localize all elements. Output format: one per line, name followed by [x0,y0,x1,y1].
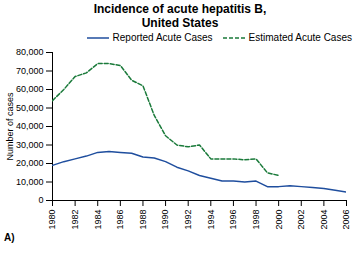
svg-text:0: 0 [38,195,43,205]
svg-text:40,000: 40,000 [16,121,44,131]
svg-text:1996: 1996 [228,210,238,230]
svg-text:Number of cases: Number of cases [5,92,15,161]
svg-text:1990: 1990 [160,210,170,230]
html-text:Estimated Acute Cases: Estimated Acute Cases [248,32,352,43]
svg-text:1998: 1998 [251,210,261,230]
svg-text:1984: 1984 [93,210,103,230]
html-text:Reported Acute Cases: Reported Acute Cases [112,32,213,43]
svg-text:30,000: 30,000 [16,140,44,150]
svg-text:2002: 2002 [296,210,306,230]
svg-text:2004: 2004 [319,210,329,230]
svg-text:1988: 1988 [138,210,148,230]
svg-text:2006: 2006 [341,210,351,230]
svg-text:50,000: 50,000 [16,103,44,113]
html-text:Incidence of acute hepatitis B: Incidence of acute hepatitis B, United S… [93,2,267,30]
svg-text:1994: 1994 [206,210,216,230]
svg-text:1986: 1986 [115,210,125,230]
svg-text:10,000: 10,000 [16,177,44,187]
svg-text:1980: 1980 [47,210,57,230]
svg-text:2000: 2000 [274,210,284,230]
svg-text:70,000: 70,000 [16,66,44,76]
svg-text:60,000: 60,000 [16,84,44,94]
html-text:A): A) [4,232,15,243]
svg-text:1982: 1982 [70,210,80,230]
svg-text:1992: 1992 [183,210,193,230]
svg-text:80,000: 80,000 [16,47,44,57]
svg-text:20,000: 20,000 [16,158,44,168]
